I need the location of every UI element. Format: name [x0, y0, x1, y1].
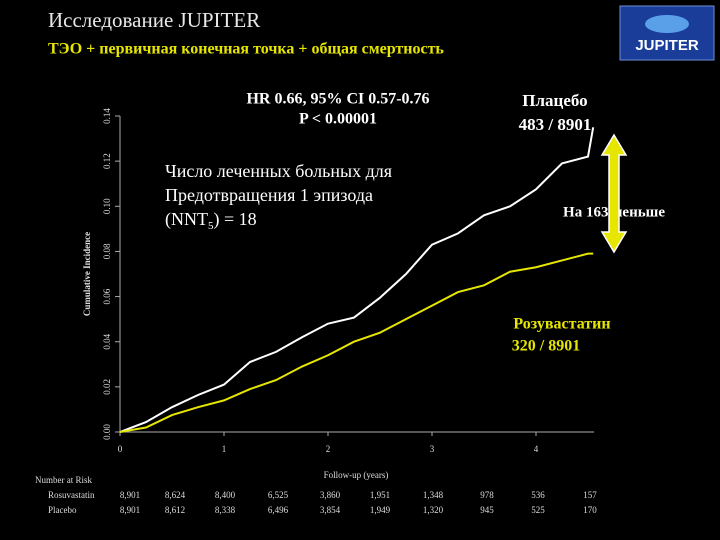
nnt-text: (NNT — [165, 209, 208, 230]
y-tick-label: 0.10 — [102, 198, 112, 214]
x-tick-label: 2 — [326, 444, 331, 454]
risk-count: 8,901 — [120, 490, 140, 500]
risk-count: 536 — [531, 490, 545, 500]
y-tick-label: 0.08 — [102, 243, 112, 259]
risk-row-label: Rosuvastatin — [48, 490, 95, 500]
risk-count: 3,854 — [320, 505, 341, 515]
y-tick-label: 0.06 — [102, 288, 112, 304]
risk-count: 8,624 — [165, 490, 186, 500]
x-tick-label: 0 — [118, 444, 123, 454]
risk-count: 8,338 — [215, 505, 236, 515]
risk-row-label: Placebo — [48, 505, 77, 515]
risk-count: 1,951 — [370, 490, 390, 500]
risk-count: 3,860 — [320, 490, 341, 500]
risk-count: 6,496 — [268, 505, 289, 515]
risk-count: 1,949 — [370, 505, 391, 515]
placebo-label: Плацебо — [522, 91, 587, 110]
risk-count: 8,612 — [165, 505, 185, 515]
risk-count: 8,901 — [120, 505, 140, 515]
nnt-annotation: (NNT5) = 18 — [165, 209, 257, 231]
risk-count: 170 — [583, 505, 597, 515]
x-tick-label: 1 — [222, 444, 227, 454]
nnt-text: ) = 18 — [214, 209, 257, 230]
risk-count: 6,525 — [268, 490, 289, 500]
nnt-annotation: Число леченных больных для — [165, 161, 392, 181]
x-axis-label: Follow-up (years) — [324, 470, 389, 480]
risk-count: 978 — [480, 490, 494, 500]
difference-arrow — [600, 133, 628, 254]
y-tick-label: 0.00 — [102, 424, 112, 440]
risk-count: 1,348 — [423, 490, 444, 500]
y-tick-label: 0.04 — [102, 333, 112, 349]
risk-count: 8,400 — [215, 490, 236, 500]
risk-count: 1,320 — [423, 505, 444, 515]
risk-count: 157 — [583, 490, 597, 500]
x-tick-label: 4 — [534, 444, 539, 454]
rosuva-count: 320 / 8901 — [512, 338, 580, 355]
hr-annotation: HR 0.66, 95% CI 0.57-0.76 — [246, 91, 429, 108]
chart-subtitle: ТЭО + первичная конечная точка + общая с… — [48, 41, 444, 58]
y-axis-label: Cumulative Incidence — [82, 232, 92, 316]
risk-count: 945 — [480, 505, 494, 515]
x-tick-label: 3 — [430, 444, 435, 454]
series-line — [119, 127, 595, 433]
y-tick-label: 0.12 — [102, 153, 112, 169]
chart-title: Исследование JUPITER — [48, 8, 260, 32]
p-annotation: P < 0.00001 — [299, 111, 377, 128]
placebo-count: 483 / 8901 — [519, 115, 592, 134]
logo-emblem — [645, 15, 689, 33]
y-tick-label: 0.14 — [102, 108, 112, 124]
y-tick-label: 0.02 — [102, 379, 112, 395]
nnt-annotation: Предотвращения 1 эпизода — [165, 185, 373, 205]
nnt-sub: 5 — [208, 220, 214, 232]
risk-count: 525 — [531, 505, 545, 515]
series-line — [119, 252, 594, 433]
risk-table-title: Number at Risk — [35, 475, 92, 485]
logo-text: JUPITER — [635, 37, 699, 54]
rosuva-label: Розувастатин — [513, 316, 610, 333]
